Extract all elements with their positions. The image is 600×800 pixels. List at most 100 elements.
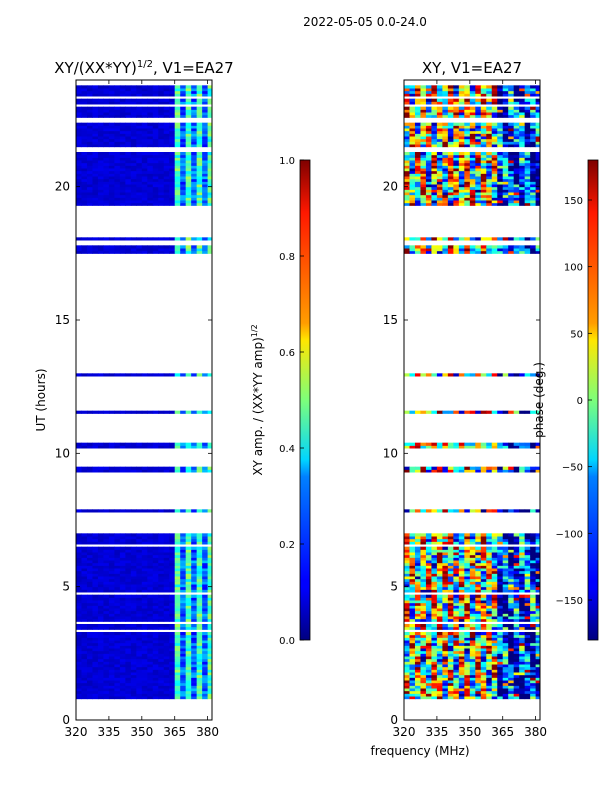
right-heatmap-cell: [508, 168, 515, 172]
right-heatmap-cell: [530, 442, 537, 446]
right-heatmap-cell: [409, 168, 416, 172]
right-heatmap-cell: [480, 600, 487, 604]
left-heatmap-cell: [125, 445, 132, 449]
left-heatmap-cell: [174, 568, 181, 572]
left-heatmap-cell: [97, 112, 104, 116]
left-heatmap-cell: [97, 584, 104, 588]
left-heatmap-cell: [152, 509, 159, 513]
right-heatmap-cell: [530, 674, 537, 678]
left-heatmap-cell: [130, 554, 137, 558]
left-heatmap-cell: [81, 677, 88, 681]
right-heatmap-cell: [453, 653, 460, 657]
right-heatmap-cell: [497, 442, 504, 446]
left-heatmap-cell: [81, 672, 88, 676]
right-heatmap-cell: [447, 645, 454, 649]
right-heatmap-cell: [453, 690, 460, 694]
left-heatmap-cell: [185, 130, 192, 134]
left-heatmap-cell: [130, 136, 137, 140]
left-heatmap-cell: [86, 144, 93, 148]
right-heatmap-cell: [519, 626, 526, 630]
right-heatmap-cell: [436, 634, 443, 638]
left-heatmap-cell: [158, 632, 165, 636]
left-heatmap-cell: [152, 581, 159, 585]
left-heatmap-cell: [108, 168, 115, 172]
right-heatmap-cell: [436, 560, 443, 564]
left-heatmap-cell: [158, 237, 165, 241]
right-heatmap-cell: [447, 442, 454, 446]
left-heatmap-cell: [130, 160, 137, 164]
left-heatmap-cell: [147, 90, 154, 94]
left-heatmap-cell: [92, 554, 99, 558]
right-heatmap-cell: [464, 581, 471, 585]
right-heatmap-cell: [535, 160, 540, 164]
right-heatmap-cell: [409, 445, 416, 449]
left-heatmap-cell: [119, 469, 126, 473]
right-heatmap-cell: [513, 669, 520, 673]
left-heatmap-cell: [103, 189, 110, 193]
left-heatmap: [76, 85, 212, 700]
left-xtick-label: 320: [65, 725, 88, 739]
left-heatmap-cell: [92, 645, 99, 649]
left-heatmap-cell: [130, 685, 137, 689]
right-heatmap-cell: [414, 248, 421, 252]
right-heatmap-cell: [491, 584, 498, 588]
right-heatmap-cell: [453, 648, 460, 652]
left-heatmap-cell: [108, 616, 115, 620]
left-heatmap-cell: [185, 624, 192, 628]
left-heatmap-cell: [76, 637, 82, 641]
left-heatmap-cell: [130, 248, 137, 252]
left-heatmap-cell: [86, 536, 93, 540]
left-heatmap-cell: [108, 138, 115, 142]
right-heatmap-cell: [431, 696, 438, 700]
right-heatmap-cell: [491, 637, 498, 641]
right-heatmap-cell: [447, 373, 454, 377]
right-heatmap-cell: [508, 589, 515, 593]
right-heatmap-cell: [442, 410, 449, 414]
right-heatmap-cell: [404, 594, 410, 598]
right-heatmap-cell: [447, 634, 454, 638]
right-heatmap-cell: [431, 677, 438, 681]
left-heatmap-cell: [92, 648, 99, 652]
left-heatmap-cell: [180, 648, 187, 652]
right-heatmap-cell: [497, 624, 504, 628]
left-heatmap-cell: [141, 189, 148, 193]
left-heatmap-cell: [76, 88, 82, 92]
right-heatmap-cell: [442, 640, 449, 644]
left-heatmap-cell: [152, 696, 159, 700]
right-heatmap-cell: [409, 570, 416, 574]
left-heatmap-cell: [136, 685, 143, 689]
right-heatmap-cell: [497, 173, 504, 177]
left-heatmap-cell: [185, 90, 192, 94]
left-heatmap-cell: [158, 189, 165, 193]
left-heatmap-cell: [97, 581, 104, 585]
left-heatmap-cell: [125, 93, 132, 97]
right-heatmap-cell: [486, 685, 493, 689]
left-heatmap-cell: [141, 144, 148, 148]
left-heatmap-cell: [152, 162, 159, 166]
right-heatmap-cell: [425, 552, 432, 556]
left-heatmap-cell: [169, 184, 176, 188]
left-heatmap-cell: [76, 565, 82, 569]
left-heatmap-cell: [119, 178, 126, 182]
right-heatmap-cell: [497, 157, 504, 161]
right-heatmap-cell: [530, 613, 537, 617]
left-heatmap-cell: [97, 610, 104, 614]
left-heatmap-cell: [158, 184, 165, 188]
right-heatmap-cell: [530, 664, 537, 668]
right-heatmap-cell: [524, 570, 531, 574]
right-heatmap-cell: [409, 144, 416, 148]
amplitude-colorbar-tick-label: 0.0: [279, 636, 295, 647]
right-heatmap-cell: [420, 669, 427, 673]
left-heatmap-cell: [202, 658, 209, 662]
left-heatmap-cell: [163, 680, 170, 684]
left-heatmap-cell: [136, 152, 143, 156]
left-heatmap-cell: [130, 637, 137, 641]
left-heatmap-cell: [130, 469, 137, 473]
right-heatmap-cell: [497, 546, 504, 550]
right-heatmap-cell: [513, 666, 520, 670]
right-heatmap-cell: [475, 192, 482, 196]
left-heatmap-cell: [108, 650, 115, 654]
right-heatmap-cell: [508, 594, 515, 598]
left-heatmap-cell: [191, 626, 198, 630]
right-heatmap-cell: [447, 597, 454, 601]
